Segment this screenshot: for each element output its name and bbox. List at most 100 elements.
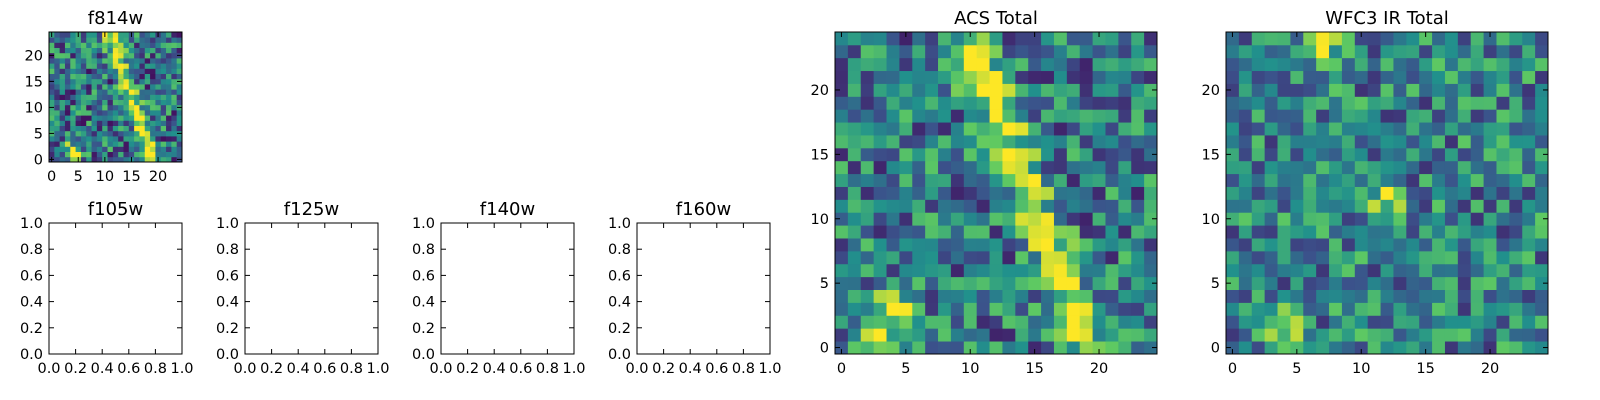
heatmap-cell xyxy=(1264,160,1278,175)
heatmap-cell xyxy=(1380,225,1394,239)
heatmap-cell xyxy=(847,44,862,59)
heatmap-cell xyxy=(950,70,965,84)
heatmap-cell xyxy=(86,125,92,132)
heatmap-cell xyxy=(1367,328,1381,342)
heatmap-cell xyxy=(1406,122,1420,136)
heatmap-cell xyxy=(1535,160,1549,175)
heatmap-cell xyxy=(1367,238,1381,252)
heatmap-cell xyxy=(1041,109,1055,123)
heatmap-cell xyxy=(860,328,875,342)
heatmap-cell xyxy=(1393,96,1407,110)
heatmap-cell xyxy=(1041,263,1055,278)
heatmap-cell xyxy=(1496,173,1510,187)
heatmap-cell xyxy=(963,32,978,46)
heatmap-cell xyxy=(102,125,108,132)
heatmap-cell xyxy=(128,63,135,69)
heatmap-cell xyxy=(155,84,162,90)
heatmap-cell xyxy=(912,225,926,239)
heatmap-cell xyxy=(860,315,875,329)
heatmap-cell xyxy=(160,156,167,163)
heatmap-cell xyxy=(102,89,108,95)
heatmap-cell xyxy=(989,109,1003,123)
heatmap-cell xyxy=(80,151,87,158)
heatmap-cell xyxy=(847,96,862,110)
heatmap-cell xyxy=(1131,263,1145,278)
heatmap-cell xyxy=(54,78,61,85)
heatmap-cell xyxy=(1457,147,1472,162)
heatmap-cell xyxy=(989,44,1003,59)
heatmap-cell xyxy=(1393,173,1407,187)
heatmap-cell xyxy=(112,120,119,126)
heatmap-cell xyxy=(1118,70,1132,84)
heatmap-cell xyxy=(860,238,875,252)
heatmap-cell xyxy=(1419,70,1433,84)
heatmap-cell xyxy=(1419,135,1433,149)
y-tick-label: 0.6 xyxy=(216,268,239,284)
heatmap-cell xyxy=(1303,83,1317,97)
heatmap-cell xyxy=(102,73,108,80)
heatmap-cell xyxy=(1419,276,1433,290)
heatmap-cell xyxy=(59,120,66,126)
heatmap-cell xyxy=(112,136,119,142)
heatmap-cell xyxy=(128,58,135,64)
heatmap-cell xyxy=(1015,160,1029,175)
heatmap-cell xyxy=(1066,199,1081,213)
heatmap-cell xyxy=(1303,109,1317,123)
heatmap-cell xyxy=(1393,32,1407,46)
heatmap-cell xyxy=(1015,238,1029,252)
heatmap-cell xyxy=(96,115,103,121)
heatmap-cell xyxy=(155,99,162,106)
heatmap-cell xyxy=(1251,83,1266,97)
heatmap-cell xyxy=(128,68,135,74)
heatmap-cell xyxy=(75,120,82,126)
heatmap-cell xyxy=(1028,83,1042,97)
heatmap-cell xyxy=(160,37,167,43)
heatmap-cell xyxy=(1444,276,1459,290)
heatmap-cell xyxy=(1226,212,1240,226)
heatmap-cell xyxy=(1535,212,1549,226)
heatmap-cell xyxy=(1329,199,1343,213)
heatmap-cell xyxy=(873,263,887,278)
heatmap-cell xyxy=(102,99,108,106)
heatmap-cell xyxy=(950,199,965,213)
heatmap-cell xyxy=(835,122,849,136)
heatmap-cell xyxy=(171,73,178,80)
heatmap-cell xyxy=(1105,225,1119,239)
heatmap-cell xyxy=(886,186,900,200)
x-tick-label: 0.8 xyxy=(732,361,755,377)
x-tick-label: 15 xyxy=(1416,361,1434,377)
heatmap-cell xyxy=(860,83,875,97)
heatmap-cell xyxy=(1066,160,1081,175)
heatmap-cell xyxy=(1277,96,1291,110)
heatmap-cell xyxy=(80,110,87,116)
heatmap-cell xyxy=(166,47,172,54)
heatmap-cell xyxy=(1316,186,1330,200)
heatmap-cell xyxy=(835,328,849,342)
y-tick-label: 20 xyxy=(1202,83,1220,99)
heatmap-cell xyxy=(166,37,172,43)
heatmap-cell xyxy=(1238,173,1253,187)
heatmap-cell xyxy=(1105,32,1119,46)
heatmap-cell xyxy=(925,32,939,46)
heatmap-cell xyxy=(1251,250,1266,265)
heatmap-cell xyxy=(123,104,130,111)
heatmap-cell xyxy=(96,68,103,74)
heatmap-cell xyxy=(1053,199,1068,213)
heatmap-cell xyxy=(950,173,965,187)
heatmap-cell xyxy=(112,78,119,85)
heatmap-cell xyxy=(1041,44,1055,59)
heatmap-cell xyxy=(1118,57,1132,72)
heatmap-cell xyxy=(1509,186,1523,200)
heatmap-cell xyxy=(1470,250,1484,265)
heatmap-cell xyxy=(899,83,913,97)
heatmap-cell xyxy=(150,151,156,158)
heatmap-cell xyxy=(54,115,61,121)
heatmap-cell xyxy=(75,115,82,121)
heatmap-cell xyxy=(847,263,862,278)
heatmap-cell xyxy=(989,57,1003,72)
heatmap-cell xyxy=(1131,315,1145,329)
heatmap-cell xyxy=(128,130,135,137)
heatmap-cell xyxy=(925,44,939,59)
heatmap-cell xyxy=(1226,44,1240,59)
heatmap-cell xyxy=(925,186,939,200)
